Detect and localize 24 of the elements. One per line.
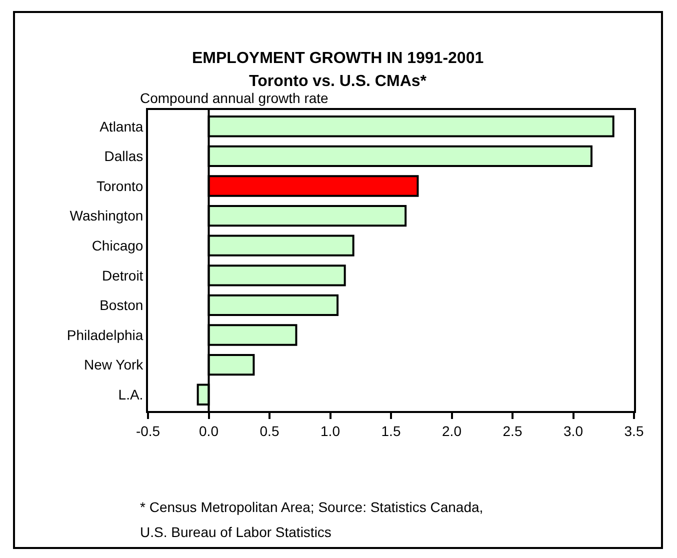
x-tick-label: 1.5 [381, 422, 401, 439]
y-tick-label: Dallas [104, 148, 144, 164]
x-tick-label: 0.0 [199, 422, 219, 439]
chart-subtitle: Toronto vs. U.S. CMAs* [249, 73, 428, 90]
y-tick-label: L.A. [118, 386, 144, 403]
y-tick-label: New York [84, 356, 144, 373]
y-tick-label: Washington [70, 208, 144, 224]
text: U.S. Bureau of Labor Statistics [140, 524, 332, 540]
y-tick-label: Atlanta [100, 118, 144, 134]
y-tick-label: Philadelphia [66, 326, 144, 343]
y-tick-label: Boston [100, 297, 144, 314]
x-tick-label: 3.0 [564, 422, 584, 439]
y-tick-label: Toronto [96, 178, 144, 194]
x-tick-label: -0.5 [136, 422, 160, 439]
x-tick-label: 1.0 [320, 422, 340, 439]
y-tick-label: Chicago [92, 238, 144, 254]
x-tick-label: 2.0 [442, 422, 462, 439]
text: * Census Metropolitan Area; Source: Statistics Canada, [140, 499, 484, 515]
x-tick-label: 2.5 [502, 422, 522, 439]
x-tick-label: 0.5 [260, 422, 280, 439]
chart-title: EMPLOYMENT GROWTH IN 1991-2001 [192, 50, 484, 67]
text: Compound annual growth rate [140, 90, 329, 106]
y-tick-label: Detroit [102, 267, 144, 284]
x-tick-label: 3.5 [624, 422, 644, 439]
